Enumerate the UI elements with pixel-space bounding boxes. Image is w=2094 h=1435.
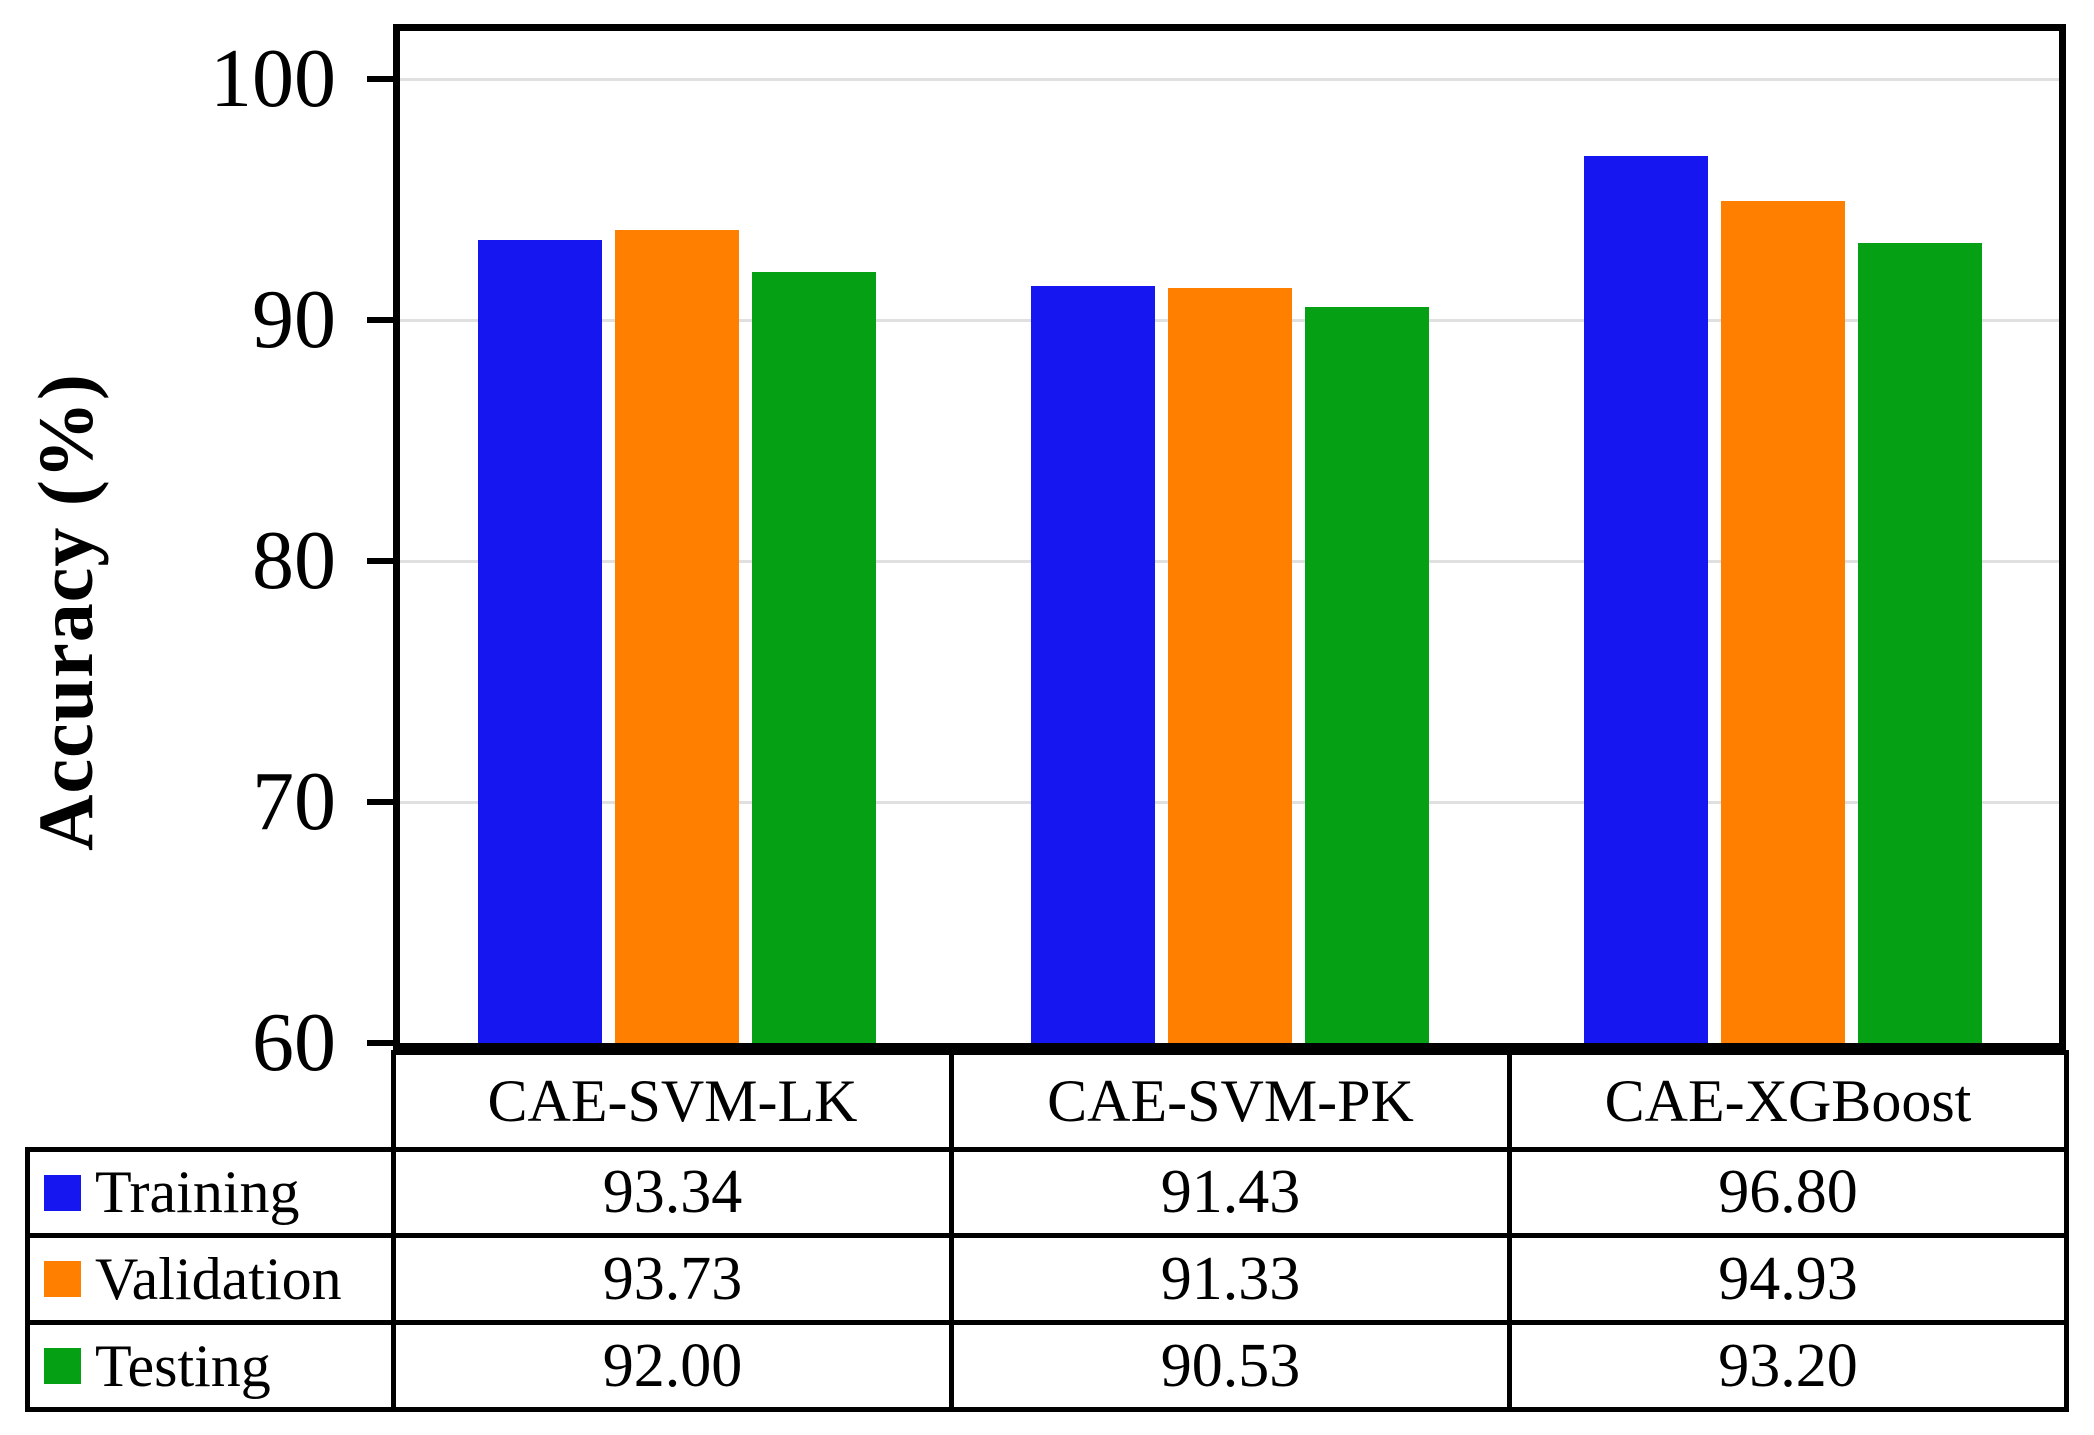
value-cell-training-cae-svm-lk: 93.34	[391, 1147, 954, 1238]
bar-validation-cae-svm-lk	[614, 230, 739, 1043]
legend-color-swatch-testing	[44, 1348, 81, 1384]
legend-item-training: Training	[25, 1147, 396, 1238]
category-label: CAE-XGBoost	[1604, 1067, 1972, 1134]
bar-testing-cae-svm-pk	[1304, 307, 1429, 1043]
plot-area	[393, 24, 2066, 1052]
legend-item-testing: Testing	[25, 1320, 396, 1412]
y-tick-label-80: 80	[252, 514, 336, 608]
category-header-cae-xgboost: CAE-XGBoost	[1507, 1050, 2069, 1152]
legend-color-swatch-validation	[44, 1261, 81, 1297]
bar-testing-cae-svm-lk	[751, 271, 876, 1043]
bar-training-cae-svm-lk	[477, 239, 602, 1043]
value-cell-testing-cae-svm-lk: 92.00	[391, 1320, 954, 1412]
y-tick-100	[367, 76, 393, 83]
y-tick-label-60: 60	[252, 996, 336, 1089]
value-cell-testing-cae-svm-pk: 90.53	[949, 1320, 1512, 1412]
y-tick-80	[367, 558, 393, 565]
y-tick-label-100: 100	[210, 32, 336, 126]
gridline-100	[400, 78, 2059, 82]
legend-label: Validation	[95, 1245, 342, 1312]
y-tick-label-70: 70	[252, 755, 336, 849]
value-cell-training-cae-svm-pk: 91.43	[949, 1147, 1512, 1238]
value-cell-validation-cae-svm-pk: 91.33	[949, 1233, 1512, 1325]
y-tick-label-90: 90	[252, 273, 336, 367]
value-cell-validation-cae-xgboost: 94.93	[1507, 1233, 2069, 1325]
y-tick-70	[367, 799, 393, 806]
y-tick-90	[367, 317, 393, 324]
category-header-cae-svm-lk: CAE-SVM-LK	[391, 1050, 954, 1152]
bar-training-cae-xgboost	[1583, 156, 1708, 1043]
category-header-cae-svm-pk: CAE-SVM-PK	[949, 1050, 1512, 1152]
legend-color-swatch-training	[44, 1174, 81, 1211]
category-label: CAE-SVM-LK	[487, 1067, 858, 1134]
legend-label: Training	[95, 1159, 300, 1225]
legend-item-validation: Validation	[25, 1233, 396, 1325]
value-cell-validation-cae-svm-lk: 93.73	[391, 1233, 954, 1325]
bar-validation-cae-xgboost	[1720, 201, 1845, 1043]
category-label: CAE-SVM-PK	[1047, 1067, 1414, 1134]
bar-testing-cae-xgboost	[1857, 243, 1982, 1043]
value-cell-testing-cae-xgboost: 93.20	[1507, 1320, 2069, 1412]
bar-validation-cae-svm-pk	[1167, 288, 1292, 1043]
bar-training-cae-svm-pk	[1030, 285, 1155, 1043]
value-cell-training-cae-xgboost: 96.80	[1507, 1147, 2069, 1238]
legend-label: Testing	[95, 1332, 271, 1399]
y-tick-60	[367, 1040, 393, 1046]
